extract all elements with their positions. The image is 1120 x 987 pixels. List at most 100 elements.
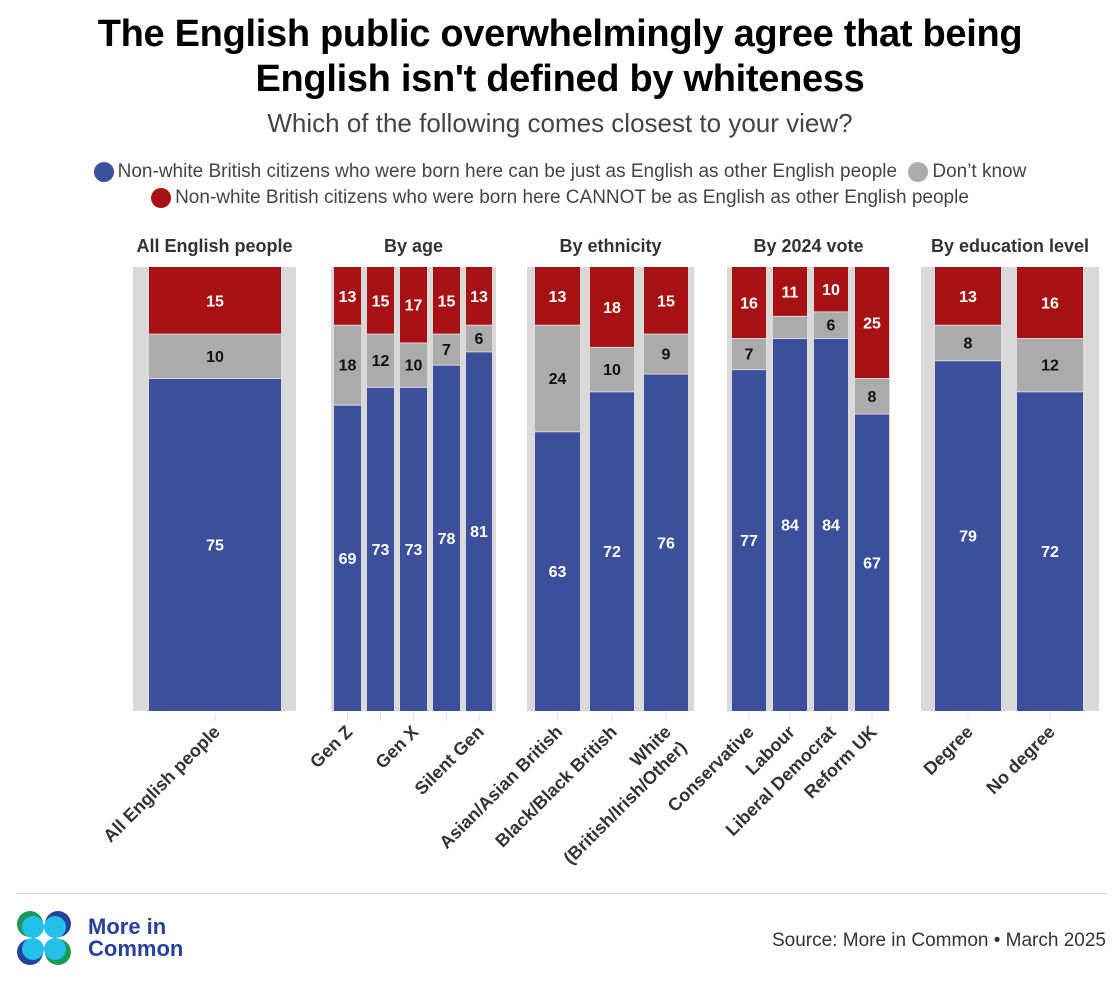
data-label: 10: [206, 349, 224, 366]
panel-title: By education level: [931, 236, 1089, 256]
panel-title: By ethnicity: [559, 236, 661, 256]
data-label: 72: [1041, 544, 1059, 561]
panel-title: All English people: [136, 236, 292, 256]
data-label: 81: [470, 524, 488, 541]
legend-item-cannot-be-english: Non-white British citizens who were born…: [151, 187, 969, 209]
bar-segment-dont-know: [433, 334, 460, 365]
data-label: 25: [863, 316, 881, 333]
bar-segment-can: [400, 387, 427, 711]
bar-segment-can: [855, 414, 889, 711]
category-label-line: Gen Z: [306, 722, 356, 772]
logo-text-line-1: More in: [88, 914, 167, 939]
bar-segment-can: [1017, 392, 1083, 711]
data-label: 12: [372, 353, 390, 370]
data-label: 15: [438, 293, 456, 310]
bar-segment-dont-know: [466, 325, 492, 352]
data-label: 75: [206, 538, 224, 555]
bar-segment-can: [466, 352, 492, 711]
data-label: 10: [603, 362, 621, 379]
legend-row-1: Non-white British citizens who were born…: [0, 161, 1120, 188]
category-label: Conservative: [664, 722, 758, 816]
chart-subtitle: Which of the following comes closest to …: [267, 108, 853, 138]
bar-segment-can: [732, 370, 766, 711]
bar-segment-dont-know: [334, 325, 361, 405]
bar-segment-cannot: [855, 267, 889, 378]
bar-segment-can: [644, 374, 688, 711]
data-label: 13: [959, 289, 977, 306]
title-line-1: The English public overwhelmingly agree …: [97, 13, 1023, 55]
data-label: 13: [339, 289, 357, 306]
bar-segment-dont-know: [535, 325, 580, 432]
bar-segment-can: [433, 365, 460, 711]
chart-title: The English public overwhelmingly agree …: [0, 12, 1120, 102]
bar-segment-cannot: [433, 267, 460, 334]
legend-label: Non-white British citizens who were born…: [117, 161, 898, 182]
legend-dot-gray-icon: [908, 162, 929, 182]
data-label: 24: [549, 371, 567, 388]
bar-segment-cannot: [935, 267, 1001, 325]
bar-segment-cannot: [732, 267, 766, 339]
category-label-line: Gen X: [371, 722, 422, 773]
data-label: 69: [339, 551, 357, 568]
bar-segment-can: [367, 387, 394, 711]
bar-segment-cannot: [644, 267, 688, 334]
bar-segment-cannot: [334, 267, 361, 325]
bar-segment-cannot: [367, 267, 394, 334]
bar-segment-cannot: [400, 267, 427, 343]
data-label: 12: [1041, 358, 1059, 375]
data-label: 16: [740, 296, 758, 313]
data-label: 10: [822, 282, 840, 299]
footer-divider: [16, 893, 1106, 894]
category-label: White(British/Irish/Other): [544, 722, 690, 868]
bar-segment-cannot: [466, 267, 492, 325]
bar-segment-cannot: [149, 267, 281, 334]
data-label: 8: [964, 335, 973, 352]
data-label: 63: [549, 564, 567, 581]
data-label: 17: [405, 298, 423, 315]
legend-label: Non-white British citizens who were born…: [175, 187, 969, 208]
bar-segment-can: [814, 339, 848, 711]
bar-segment-can: [935, 361, 1001, 711]
bar-segment-can: [149, 379, 281, 711]
data-label: 13: [470, 289, 488, 306]
legend-label: Don’t know: [932, 161, 1027, 182]
bar-segment-dont-know: [814, 312, 848, 339]
category-label: Silent Gen: [411, 722, 488, 799]
data-label: 6: [827, 318, 836, 335]
data-label: 77: [740, 533, 758, 550]
data-label: 15: [372, 293, 390, 310]
bar-segment-dont-know: [590, 347, 634, 392]
bar-segment-dont-know: [1017, 339, 1083, 392]
category-label-line: Degree: [920, 722, 977, 779]
stacked-bar-chart: All English people 15 10 75 All English peop…: [99, 236, 1099, 868]
data-label: 6: [475, 331, 484, 348]
more-in-common-logo: More in Common: [16, 910, 183, 966]
bar-segment-cannot: [1017, 267, 1083, 339]
legend-item-can-be-english: Non-white British citizens who were born…: [93, 161, 898, 183]
category-label: No degree: [982, 722, 1058, 798]
data-label: 72: [603, 544, 621, 561]
bar-segment-cannot: [814, 267, 848, 312]
bar-segment-dont-know: [400, 343, 427, 387]
data-label: 73: [405, 542, 423, 559]
data-label: 84: [781, 518, 799, 535]
logo-text: More in Common: [88, 916, 183, 960]
legend-dot-blue-icon: [93, 162, 114, 182]
data-label: 76: [657, 535, 675, 552]
category-label-line: Conservative: [664, 722, 758, 816]
bar-segment-cannot: [773, 267, 807, 316]
data-label: 78: [438, 531, 456, 548]
category-label: All English people: [99, 722, 223, 846]
category-label-line: All English people: [99, 722, 223, 846]
category-label: Degree: [920, 722, 977, 779]
data-label: 15: [206, 293, 224, 310]
data-label: 79: [959, 529, 977, 546]
bar-segment-cannot: [590, 267, 634, 347]
bar-segment-dont-know: [367, 334, 394, 387]
data-label: 7: [745, 347, 754, 364]
bar-segment-can: [334, 405, 361, 711]
data-label: 13: [549, 289, 567, 306]
category-label: Gen Z: [306, 722, 356, 772]
category-label: Gen X: [371, 722, 422, 773]
panel-title: By age: [384, 236, 443, 256]
